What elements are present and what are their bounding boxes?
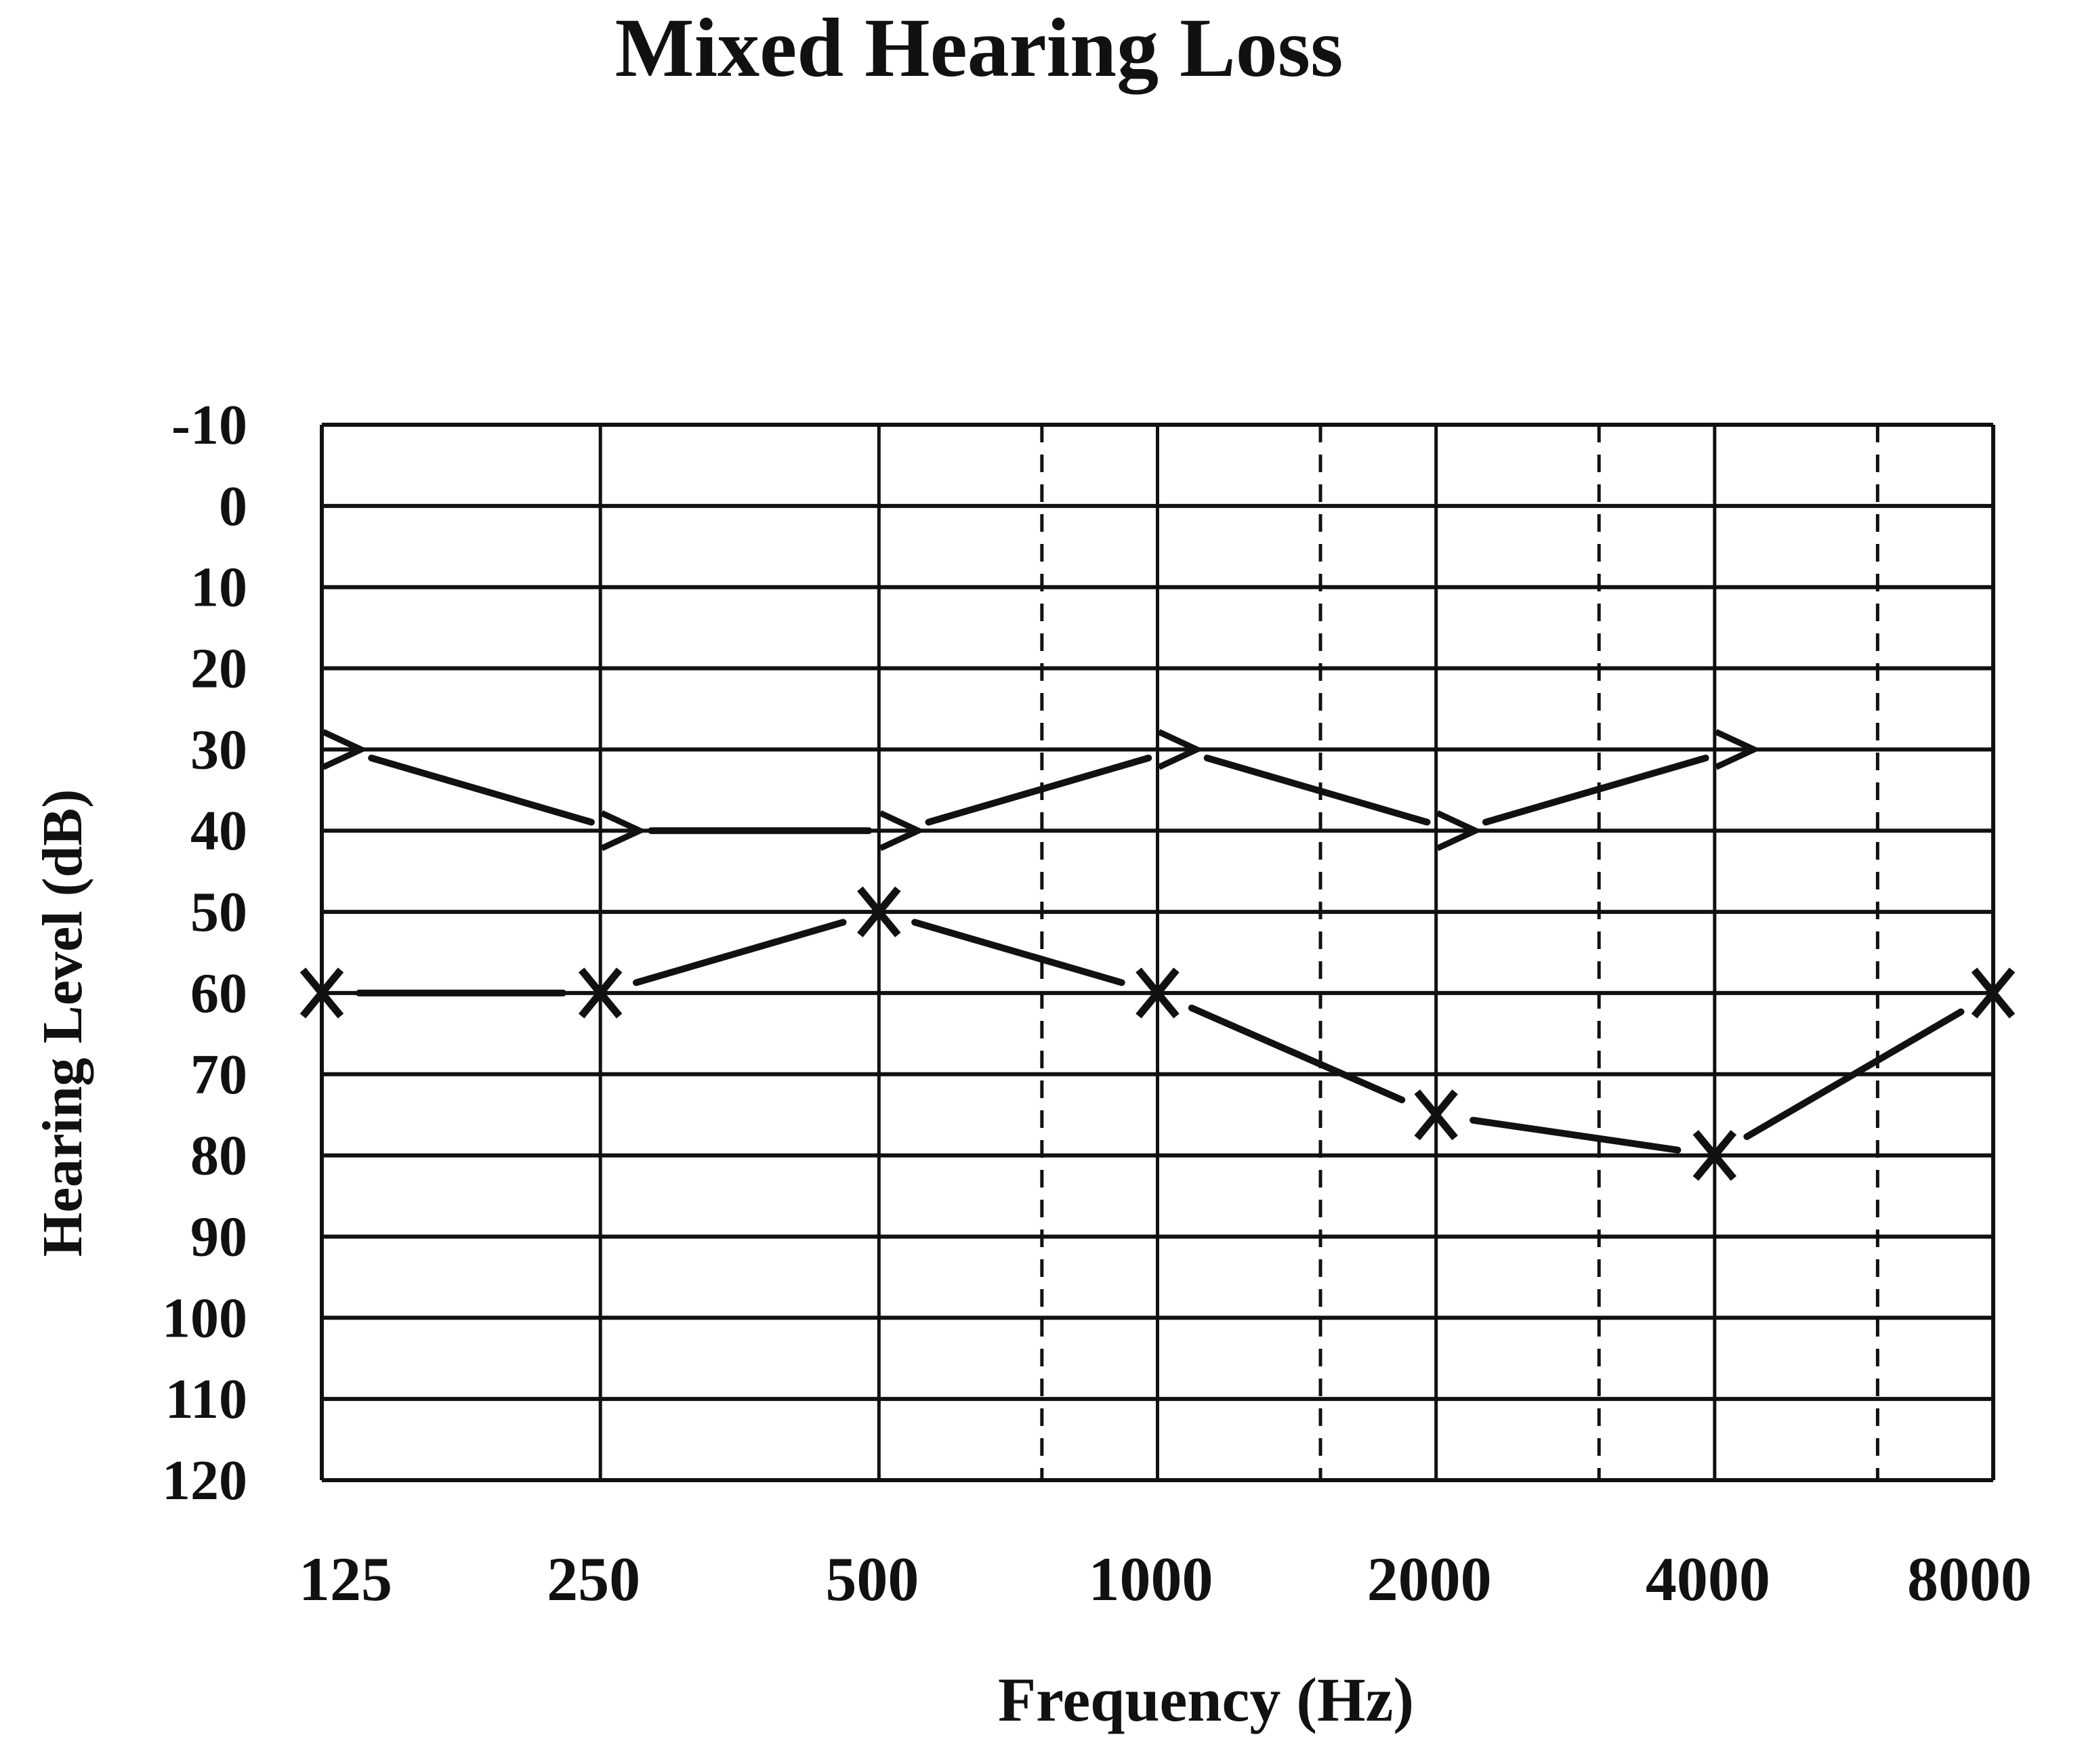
y-tick-label: -10 (171, 394, 247, 457)
y-tick-label: 40 (190, 799, 247, 862)
bone-conduction-marker (879, 810, 926, 852)
x-axis-label: Frequency (Hz) (998, 1665, 1414, 1734)
x-marker (857, 886, 901, 938)
y-tick-label: 60 (190, 962, 247, 1025)
x-marker-stroke (1971, 967, 2016, 1019)
bone-conduction-marker (1714, 729, 1762, 770)
x-tick-label: 8000 (1907, 1545, 2032, 1614)
series-line-segment (911, 919, 1125, 986)
x-marker (1971, 967, 2016, 1019)
x-tick-label: 250 (547, 1545, 640, 1614)
x-marker (578, 967, 623, 1019)
series-line-segment (1470, 1116, 1682, 1154)
series-line-segment (1188, 1004, 1406, 1104)
y-tick-label: 70 (190, 1043, 247, 1106)
series-line-segment (368, 754, 595, 826)
x-marker-stroke (1414, 1089, 1458, 1141)
y-tick-labels: -10 0 10 20 30 40 50 60 70 80 90 100 110 120 (162, 394, 247, 1512)
x-marker (1692, 1130, 1737, 1181)
bone-conduction-marker (1157, 729, 1205, 770)
y-tick-label: 120 (162, 1449, 247, 1512)
x-marker-stroke (1135, 967, 1180, 1019)
x-marker-stroke (1692, 1130, 1737, 1181)
x-tick-labels: 125 250 500 1000 2000 4000 8000 (299, 1545, 2032, 1614)
y-tick-label: 80 (190, 1125, 247, 1188)
series-line-segment (1482, 754, 1709, 826)
x-marker (1135, 967, 1180, 1019)
x-tick-label: 500 (825, 1545, 919, 1614)
chart-title: Mixed Hearing Loss (615, 1, 1343, 95)
y-tick-label: 10 (190, 556, 247, 619)
bone-conduction-marker (322, 729, 369, 770)
series-line-segment (632, 919, 847, 986)
y-tick-label: 50 (190, 881, 247, 944)
bone-conduction-marker (600, 810, 647, 852)
x-marker-stroke (299, 967, 344, 1019)
x-tick-label: 1000 (1089, 1545, 1213, 1614)
x-marker-stroke (857, 886, 901, 938)
x-marker (1414, 1089, 1458, 1141)
x-marker-stroke (578, 967, 623, 1019)
x-tick-label: 4000 (1646, 1545, 1770, 1614)
y-axis-label: Hearing Level (dB) (31, 789, 94, 1257)
x-tick-label: 125 (299, 1545, 392, 1614)
bone-conduction-marker (1436, 810, 1483, 852)
series-line-segment (925, 754, 1152, 826)
y-tick-label: 90 (190, 1205, 247, 1268)
x-tick-label: 2000 (1367, 1545, 1492, 1614)
y-tick-label: 20 (190, 637, 247, 700)
y-tick-label: 100 (162, 1286, 247, 1349)
x-marker (299, 967, 344, 1019)
y-tick-label: 0 (219, 475, 247, 538)
y-tick-label: 110 (165, 1368, 247, 1431)
series-line-segment (1203, 754, 1431, 826)
y-tick-label: 30 (190, 718, 247, 781)
series-line-segment (1743, 1008, 1965, 1140)
series-layer (299, 729, 2016, 1181)
grid (320, 423, 1995, 1482)
